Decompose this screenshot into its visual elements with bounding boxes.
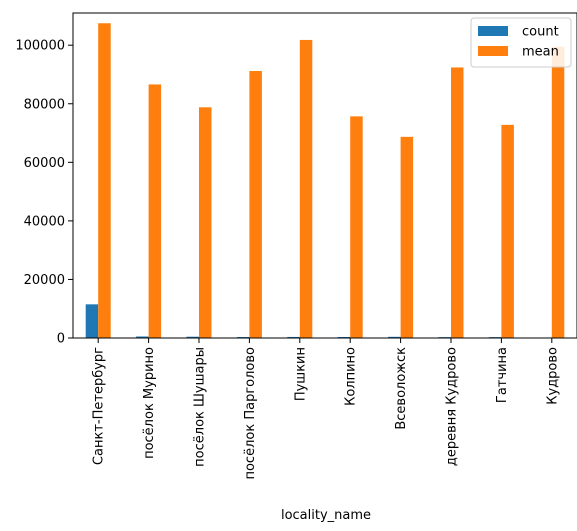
bar-mean-4 (300, 40, 313, 338)
bars-layer (86, 23, 565, 338)
y-tick-label-1: 20000 (24, 273, 65, 288)
bar-mean-1 (149, 84, 162, 338)
bar-mean-2 (199, 107, 212, 338)
bar-mean-8 (501, 125, 514, 338)
bar-mean-0 (98, 23, 111, 338)
y-tick-label-2: 40000 (24, 214, 65, 229)
x-axis-label: locality_name (281, 508, 371, 523)
legend-label-count: count (522, 25, 559, 40)
x-axis: Санкт-Петербург посёлок Мурино посёлок Шуш… (92, 338, 561, 480)
bar-mean-5 (350, 116, 363, 338)
y-tick-label-0: 0 (57, 332, 65, 347)
legend-swatch-count (478, 26, 508, 36)
x-tick-label-4: Пушкин (293, 347, 308, 401)
x-tick-label-2: посёлок Шушары (193, 347, 208, 467)
y-axis: 0 20000 40000 60000 80000 100000 (15, 39, 73, 347)
y-tick-label-3: 60000 (24, 156, 65, 171)
x-tick-label-3: посёлок Парголово (243, 347, 258, 480)
x-tick-label-5: Колпино (344, 347, 359, 406)
x-tick-label-6: Всеволожск (394, 347, 409, 430)
legend-swatch-mean (478, 46, 508, 56)
bar-mean-6 (401, 137, 414, 338)
x-tick-label-7: деревня Кудрово (445, 347, 460, 466)
bar-mean-9 (552, 47, 565, 338)
y-tick-label-4: 80000 (24, 97, 65, 112)
x-tick-label-1: посёлок Мурино (142, 347, 157, 459)
bar-mean-3 (249, 71, 262, 338)
bar-count-0 (86, 304, 99, 338)
legend-label-mean: mean (522, 45, 559, 60)
x-tick-label-9: Кудрово (545, 347, 560, 405)
legend: count mean (471, 18, 571, 67)
x-tick-label-8: Гатчина (495, 347, 510, 403)
y-tick-label-5: 100000 (15, 39, 65, 54)
x-tick-label-0: Санкт-Петербург (92, 347, 107, 465)
bar-mean-7 (451, 67, 464, 338)
